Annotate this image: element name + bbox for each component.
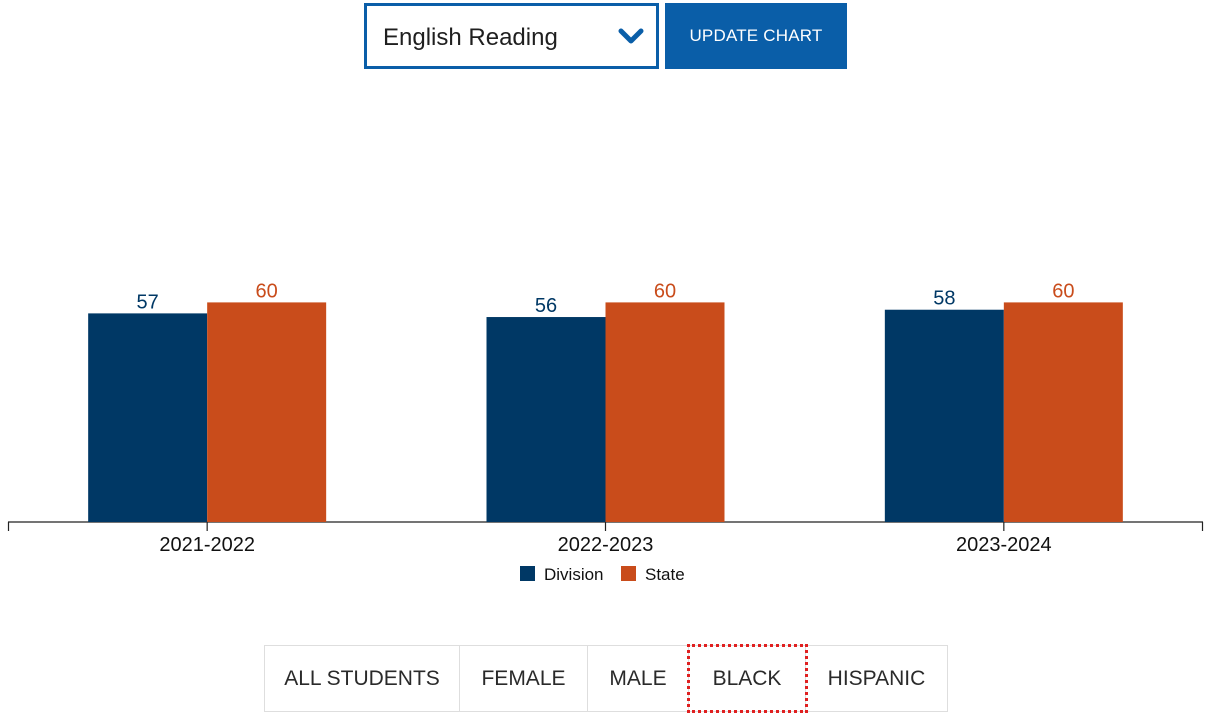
chart-controls: English Reading UPDATE CHART — [364, 3, 847, 69]
data-label: 60 — [654, 280, 676, 302]
bar-state — [207, 302, 327, 522]
x-tick-label: 2023-2024 — [956, 534, 1052, 556]
subject-select[interactable]: English Reading — [364, 3, 659, 69]
legend-swatch-state — [621, 566, 636, 581]
data-label: 58 — [933, 288, 955, 310]
bar-division — [88, 313, 208, 522]
tab-hispanic[interactable]: HISPANIC — [827, 666, 926, 690]
bar-state — [605, 302, 725, 522]
legend-swatch-division — [520, 566, 535, 581]
bar-division — [486, 317, 606, 522]
bar-chart: 2021-2022 57 60 2022-2023 56 60 2023-2024 58 60 D… — [7, 280, 1204, 584]
bar-division — [884, 309, 1004, 522]
tab-all-students[interactable]: ALL STUDENTS — [265, 646, 460, 711]
data-label: 60 — [1052, 280, 1074, 302]
tab-male[interactable]: MALE — [588, 646, 689, 711]
data-label: 57 — [137, 291, 159, 313]
data-label: 56 — [535, 295, 557, 317]
data-label: 60 — [256, 280, 278, 302]
subject-select-value: English Reading — [383, 24, 558, 51]
student-group-tabs: ALL STUDENTS FEMALE MALE BLACK HISPANIC — [264, 644, 948, 713]
legend-label-state: State — [645, 565, 685, 584]
x-tick-label: 2022-2023 — [558, 534, 654, 556]
update-chart-button[interactable]: UPDATE CHART — [665, 3, 847, 69]
chevron-down-icon — [618, 28, 644, 44]
tab-black[interactable]: BLACK — [687, 644, 808, 713]
bar-state — [1003, 302, 1123, 522]
legend-label-division: Division — [544, 565, 604, 584]
tab-female[interactable]: FEMALE — [460, 646, 588, 711]
x-tick-label: 2021-2022 — [159, 534, 255, 556]
